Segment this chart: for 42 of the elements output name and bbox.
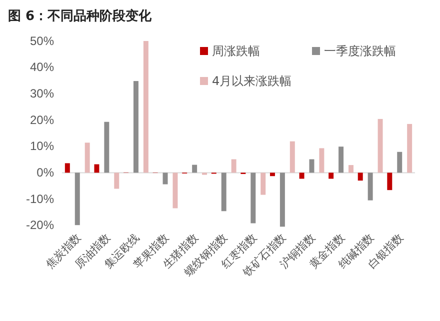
- bar: [74, 172, 80, 226]
- bar: [162, 172, 168, 184]
- bar: [407, 124, 412, 173]
- bar: [338, 146, 344, 173]
- bar: [378, 118, 383, 173]
- bar: [114, 172, 120, 189]
- y-tick-label: 50%: [30, 34, 54, 48]
- chart-title: 图 6：不同品种阶段变化: [8, 8, 153, 24]
- bar: [358, 172, 363, 181]
- bar: [143, 41, 148, 173]
- bar: [231, 159, 236, 173]
- bar: [172, 172, 178, 208]
- y-tick-label: 0%: [36, 166, 54, 180]
- bar: [387, 172, 392, 190]
- bar: [328, 172, 334, 179]
- legend-label: 4月以来涨跌幅: [212, 74, 292, 88]
- bar: [299, 172, 304, 179]
- bar: [64, 163, 70, 173]
- bar: [221, 172, 226, 212]
- legend-label: 周涨跌幅: [212, 44, 260, 58]
- bar: [348, 165, 354, 173]
- bar: [192, 164, 198, 173]
- bar: [280, 172, 285, 227]
- legend-label: 一季度涨跌幅: [324, 44, 396, 58]
- bar: [104, 122, 110, 173]
- bar: [319, 148, 324, 173]
- y-tick-label: 20%: [30, 112, 54, 127]
- y-tick-label: 10%: [30, 139, 54, 154]
- bar: [94, 164, 100, 173]
- bar: [84, 142, 90, 173]
- bar: [368, 172, 373, 200]
- y-tick-label: -10%: [26, 192, 54, 206]
- bar: [309, 159, 314, 173]
- bar: [133, 81, 138, 173]
- bar: [250, 172, 256, 224]
- y-tick-label: 40%: [30, 60, 54, 74]
- bar: [397, 152, 402, 173]
- bar: [270, 172, 275, 176]
- bar: [290, 141, 295, 173]
- bar: [260, 172, 266, 195]
- y-tick-label: -20%: [26, 218, 54, 232]
- y-tick-label: 30%: [30, 86, 54, 101]
